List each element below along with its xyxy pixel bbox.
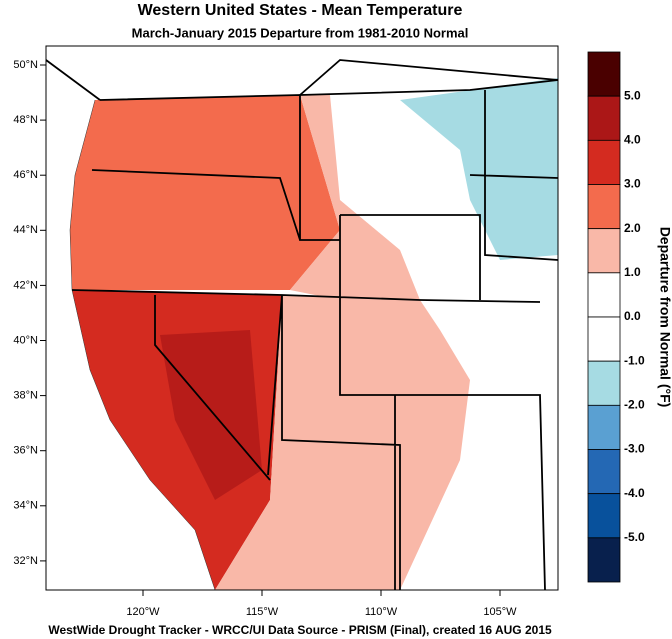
- colorbar-bin: [587, 51, 621, 97]
- colorbar-label: 4.0: [624, 133, 641, 147]
- lat-label: 40°N: [13, 334, 38, 346]
- lat-label: 50°N: [13, 59, 38, 71]
- lat-label: 36°N: [13, 445, 38, 457]
- colorbar-label: 2.0: [624, 221, 641, 235]
- map: [45, 45, 559, 591]
- lat-label: 44°N: [13, 224, 38, 236]
- map-frame: [45, 45, 559, 591]
- colorbar-title: Departure from Normal (°F): [657, 227, 672, 408]
- coast: [69, 99, 216, 591]
- region: [400, 78, 558, 260]
- colorbar-bin: [587, 139, 621, 185]
- colorbar-bin: [587, 493, 621, 539]
- lat-label: 46°N: [13, 169, 38, 181]
- colorbar-bin: [587, 537, 621, 583]
- state-borders: [71, 79, 559, 591]
- colorbar-bin: [587, 95, 621, 141]
- colorbar-label: 0.0: [624, 309, 641, 323]
- region: [290, 95, 420, 300]
- colorbar-bin: [587, 449, 621, 495]
- lon-label: 110°W: [365, 606, 398, 618]
- footer: WestWide Drought Tracker - WRCC/UI Data …: [48, 623, 552, 637]
- colorbar-label: -4.0: [624, 486, 645, 500]
- region: [70, 95, 340, 290]
- colorbar-label: -3.0: [624, 442, 645, 456]
- lat-label: 38°N: [13, 390, 38, 402]
- colorbar-bin: [587, 316, 621, 362]
- title: Western United States - Mean Temperature: [138, 2, 463, 19]
- colorbar-label: -5.0: [624, 530, 645, 544]
- lat-labels: 50°N 48°N 46°N 44°N 42°N 40°N 38°N 36°N 34°N 32°N: [13, 59, 46, 567]
- lon-labels: 120°W 115°W 110°W 105°W: [126, 590, 517, 618]
- colorbar-label: 3.0: [624, 177, 641, 191]
- lon-label: 105°W: [483, 606, 517, 618]
- colorbar-bin: [587, 360, 621, 406]
- colorbar-label: 5.0: [624, 88, 641, 102]
- lat-label: 42°N: [13, 279, 38, 291]
- lon-label: 120°W: [126, 606, 160, 618]
- lat-label: 32°N: [13, 555, 38, 567]
- colorbar-bin: [587, 228, 621, 274]
- colorbar-label: 1.0: [624, 265, 641, 279]
- colorbar-bin: [587, 184, 621, 230]
- border: [45, 59, 559, 101]
- colorbar-bin: [587, 272, 621, 318]
- colorbar-label: -1.0: [624, 353, 645, 367]
- colorbar-bin: [587, 404, 621, 450]
- subtitle: March-January 2015 Departure from 1981-2…: [132, 25, 469, 40]
- colorbar-label: -2.0: [624, 398, 645, 412]
- lat-label: 34°N: [13, 500, 38, 512]
- lat-label: 48°N: [13, 114, 38, 126]
- colorbar: 5.0 4.0 3.0 2.0 1.0 0.0 -1.0 -2.0 -3.0 -4.0 -5.0: [587, 51, 645, 583]
- lon-label: 115°W: [246, 606, 279, 618]
- region: [160, 330, 262, 500]
